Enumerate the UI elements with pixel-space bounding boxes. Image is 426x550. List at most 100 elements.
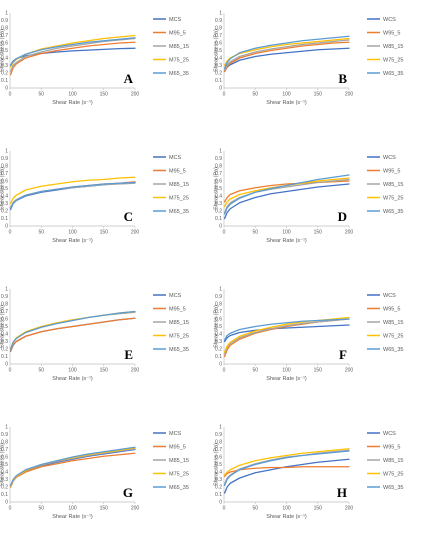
x-tick-label: 150 <box>100 506 109 512</box>
legend-label: M95_5 <box>169 307 186 313</box>
y-tick-label: 0.3 <box>215 201 222 207</box>
legend-label: M65_35 <box>169 71 189 77</box>
y-tick-label: 0.6 <box>215 317 222 323</box>
legend: MCS M95_5 M85_15 M75_25 M65_35 <box>153 293 189 353</box>
x-tick-label: 50 <box>252 92 258 98</box>
x-tick-label: 50 <box>252 506 258 512</box>
x-axis-title: Shear Rate (s⁻¹) <box>52 238 93 244</box>
y-tick-label: 0.5 <box>1 48 8 54</box>
y-tick-label: 0.9 <box>215 18 222 24</box>
y-tick-label: 0.8 <box>215 164 222 170</box>
y-tick-label: 1 <box>5 149 8 155</box>
series-line-wcs <box>223 324 350 343</box>
legend-label: W85_15 <box>383 458 404 464</box>
y-tick-label: 1 <box>219 149 222 155</box>
x-tick-label: 50 <box>252 230 258 236</box>
x-tick-label: 0 <box>9 506 12 512</box>
y-tick-label: 0.9 <box>1 18 8 24</box>
y-tick-label: 0 <box>5 224 8 230</box>
y-tick-label: 0.3 <box>1 477 8 483</box>
y-tick-label: 0.2 <box>215 485 222 491</box>
legend-label: W85_15 <box>383 320 404 326</box>
y-tick-label: 0.1 <box>1 354 8 360</box>
y-tick-label: 0.1 <box>1 492 8 498</box>
y-tick-label: 0 <box>5 86 8 92</box>
series-line-wcs <box>223 47 350 73</box>
x-tick-label: 100 <box>282 230 291 236</box>
legend-label: M75_25 <box>169 472 189 478</box>
y-tick-label: 0.8 <box>215 302 222 308</box>
y-tick-label: 0.7 <box>215 447 222 453</box>
y-tick-label: 0.2 <box>1 71 8 77</box>
x-tick-label: 50 <box>38 506 44 512</box>
panel-letter: G <box>123 485 133 500</box>
series-line-m65-35 <box>9 310 136 350</box>
series-line-w85-15 <box>223 178 350 214</box>
legend-label: W85_15 <box>383 44 404 50</box>
legend-label: M95_5 <box>169 31 186 37</box>
series-line-wcs <box>223 458 350 494</box>
series-line-w95-5 <box>223 466 350 478</box>
y-tick-label: 0.4 <box>1 194 8 200</box>
y-tick-label: 0.5 <box>1 462 8 468</box>
y-tick-label: 0 <box>219 500 222 506</box>
series-line-w65-35 <box>223 174 350 215</box>
y-tick-label: 0.2 <box>1 347 8 353</box>
y-tick-label: 0.2 <box>215 347 222 353</box>
y-tick-label: 0.3 <box>1 339 8 345</box>
y-tick-label: 0.6 <box>215 179 222 185</box>
y-tick-label: 0.4 <box>1 56 8 62</box>
legend-label: M85_15 <box>169 182 189 188</box>
series-line-w85-15 <box>223 39 350 71</box>
panel-letter: F <box>339 347 347 362</box>
legend: MCS M95_5 M85_15 M75_25 M65_35 <box>153 155 189 215</box>
x-tick-label: 100 <box>282 368 291 374</box>
y-tick-label: 0.5 <box>215 324 222 330</box>
chart-panel-b: 0 0.10.2 0.30.4 0.50.6 0.70.8 0.91 0 50 100 150 20… <box>214 11 404 106</box>
x-tick-label: 200 <box>131 368 140 374</box>
y-tick-label: 0.2 <box>1 485 8 491</box>
y-tick-label: 0.9 <box>215 432 222 438</box>
x-axis-title: Shear Rate (s⁻¹) <box>266 376 307 382</box>
legend-label: W65_35 <box>383 485 404 491</box>
panel-letter: C <box>124 209 133 224</box>
series-line-w75-25 <box>223 177 350 208</box>
legend-label: M85_15 <box>169 44 189 50</box>
legend-label: M65_35 <box>169 209 189 215</box>
legend-label: W95_5 <box>383 169 400 175</box>
x-tick-label: 200 <box>345 368 354 374</box>
x-tick-label: 50 <box>252 368 258 374</box>
series-line-m95-5 <box>9 317 136 352</box>
x-tick-label: 100 <box>68 92 77 98</box>
x-tick-label: 150 <box>100 92 109 98</box>
y-tick-label: 0.4 <box>215 332 222 338</box>
x-tick-label: 100 <box>282 92 291 98</box>
series-line-m75-25 <box>9 176 136 205</box>
x-tick-label: 200 <box>131 230 140 236</box>
y-tick-label: 1 <box>219 287 222 293</box>
legend-label: W75_25 <box>383 472 404 478</box>
y-tick-label: 0.7 <box>1 309 8 315</box>
series-line-m65-35 <box>9 446 136 487</box>
series-line-m75-25 <box>9 310 136 350</box>
y-tick-label: 0.1 <box>1 78 8 84</box>
x-tick-label: 50 <box>38 92 44 98</box>
y-tick-label: 0.8 <box>215 440 222 446</box>
x-axis-title: Shear Rate (s⁻¹) <box>266 100 307 106</box>
series-line-m65-35 <box>9 37 136 67</box>
chart-panel-g: 0 0.10.2 0.30.4 0.50.6 0.70.8 0.91 0 50 100 150 20… <box>0 425 189 520</box>
series-line-m75-25 <box>9 447 136 487</box>
legend-label: M65_35 <box>169 485 189 491</box>
x-tick-label: 0 <box>9 230 12 236</box>
legend-label: M95_5 <box>169 169 186 175</box>
chart-panel-c: 0 0.10.2 0.30.4 0.50.6 0.70.8 0.91 0 50 100 150 20… <box>0 149 189 244</box>
legend-label: W85_15 <box>383 182 404 188</box>
y-tick-label: 0.4 <box>215 194 222 200</box>
y-tick-label: 0 <box>219 224 222 230</box>
series-line-wcs <box>223 183 350 220</box>
series-line-m95-5 <box>9 41 136 76</box>
y-tick-label: 0.9 <box>215 294 222 300</box>
y-tick-label: 0.7 <box>215 309 222 315</box>
series-line-w65-35 <box>223 450 350 487</box>
